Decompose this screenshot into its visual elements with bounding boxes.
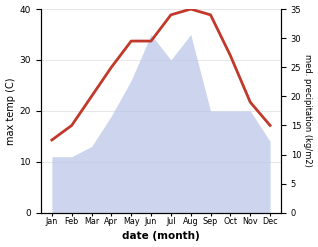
X-axis label: date (month): date (month) bbox=[122, 231, 200, 242]
Y-axis label: med. precipitation (kg/m2): med. precipitation (kg/m2) bbox=[303, 54, 313, 167]
Y-axis label: max temp (C): max temp (C) bbox=[5, 77, 16, 145]
